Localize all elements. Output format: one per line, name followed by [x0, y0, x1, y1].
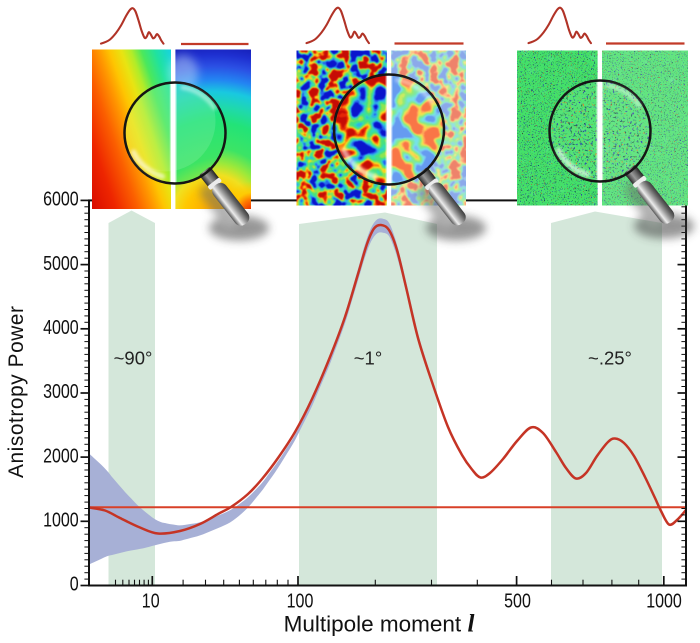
- svg-text:~1°: ~1°: [354, 348, 383, 369]
- svg-text:500: 500: [504, 590, 531, 612]
- svg-text:5000: 5000: [43, 253, 79, 275]
- svg-text:100: 100: [287, 590, 314, 612]
- svg-text:~.25°: ~.25°: [588, 348, 632, 369]
- svg-text:2000: 2000: [43, 445, 79, 467]
- svg-text:1000: 1000: [43, 510, 79, 532]
- svg-text:1000: 1000: [646, 590, 682, 612]
- svg-text:3000: 3000: [43, 381, 79, 403]
- svg-text:4000: 4000: [43, 317, 79, 339]
- svg-text:0: 0: [70, 574, 79, 596]
- svg-text:Anisotropy Power: Anisotropy Power: [5, 306, 28, 478]
- svg-text:Multipole moment l: Multipole moment l: [284, 611, 475, 638]
- svg-text:~90°: ~90°: [114, 348, 153, 369]
- svg-text:10: 10: [142, 590, 160, 612]
- svg-text:6000: 6000: [43, 189, 79, 211]
